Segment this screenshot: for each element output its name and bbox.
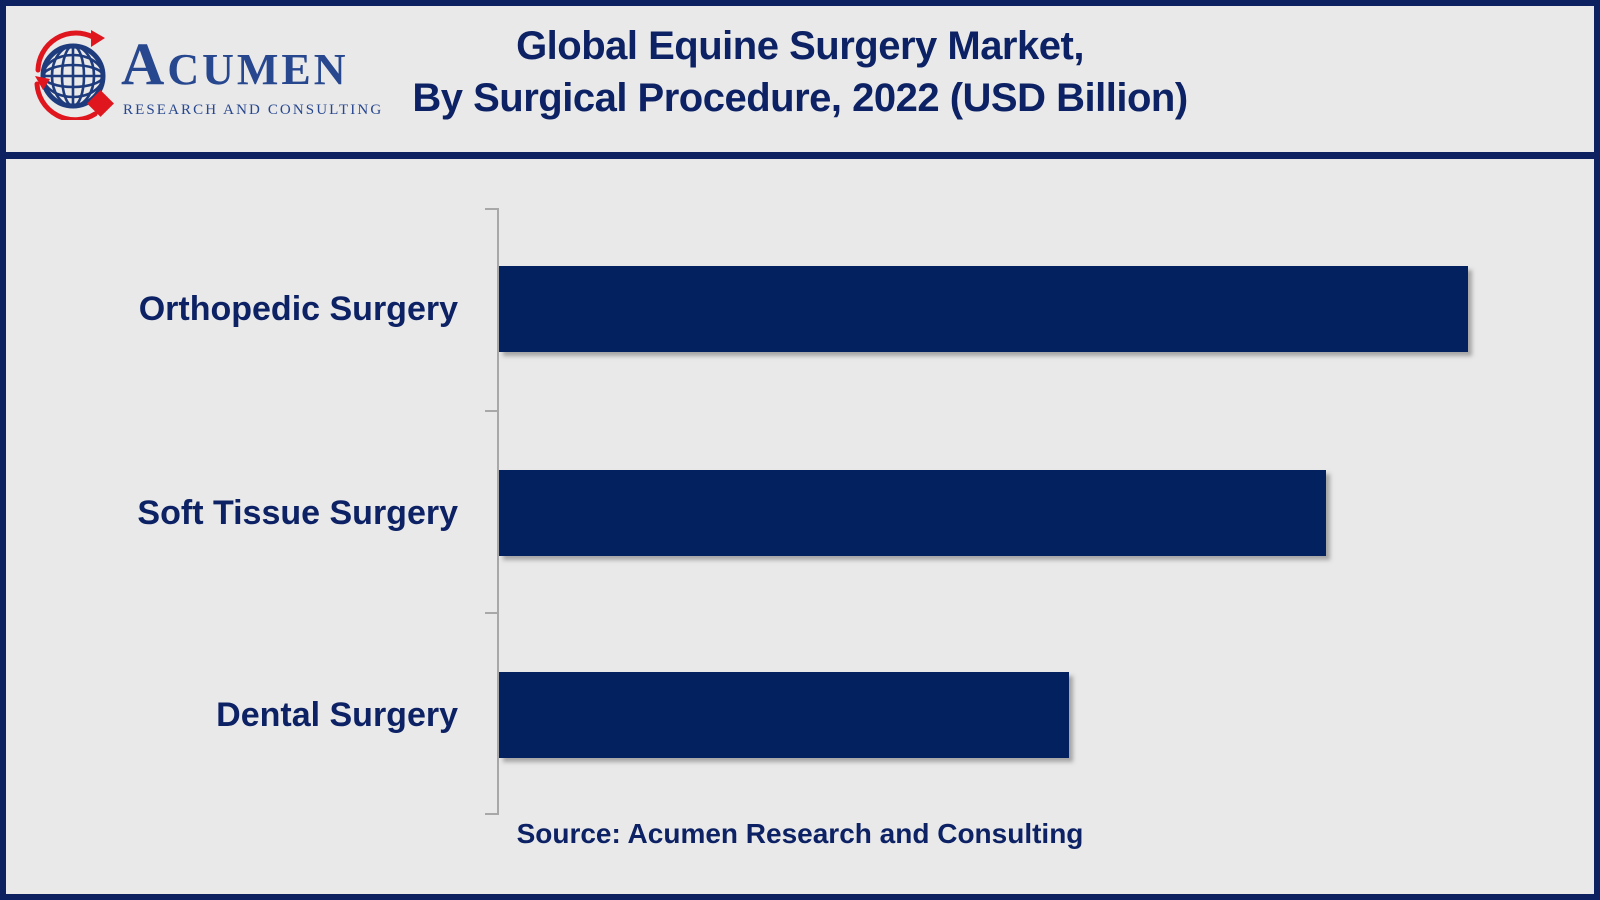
- logo-tagline: RESEARCH AND CONSULTING: [123, 102, 384, 118]
- globe-icon: [34, 30, 114, 120]
- chart-title-line1: Global Equine Surgery Market,: [516, 24, 1084, 68]
- acumen-logo: Acumen RESEARCH AND CONSULTING: [33, 28, 381, 128]
- axis-tick: [485, 410, 497, 412]
- logo-brand-name: Acumen: [121, 31, 349, 97]
- bar-orthopedic-surgery: [499, 266, 1468, 352]
- bar-dental-surgery: [499, 672, 1069, 758]
- category-label-dental-surgery: Dental Surgery: [216, 695, 458, 734]
- axis-tick: [485, 208, 497, 210]
- category-label-orthopedic-surgery: Orthopedic Surgery: [138, 289, 458, 328]
- chart-title: Global Equine Surgery Market, By Surgica…: [6, 20, 1594, 124]
- category-axis-line: [497, 208, 499, 815]
- axis-tick: [485, 813, 497, 815]
- source-attribution: Source: Acumen Research and Consulting: [516, 818, 1084, 849]
- logo-text: Acumen RESEARCH AND CONSULTING: [121, 28, 381, 128]
- axis-tick: [485, 612, 497, 614]
- bar-soft-tissue-surgery: [499, 470, 1326, 556]
- category-label-soft-tissue-surgery: Soft Tissue Surgery: [137, 493, 458, 532]
- header-divider: [6, 152, 1594, 159]
- chart-title-line2: By Surgical Procedure, 2022 (USD Billion…: [412, 76, 1188, 120]
